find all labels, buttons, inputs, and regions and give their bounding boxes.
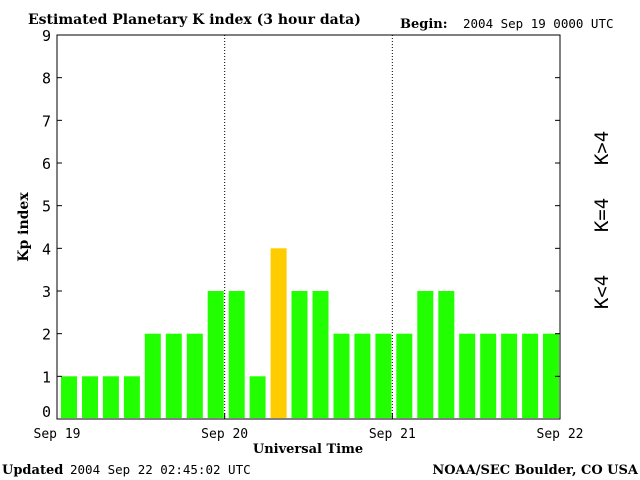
begin-value: 2004 Sep 19 0000 UTC <box>463 16 614 31</box>
y-tick-label: 3 <box>42 283 51 301</box>
y-tick-label: 6 <box>42 155 51 173</box>
updated-label: Updated <box>2 463 63 478</box>
kp-bar <box>459 333 476 418</box>
kp-bar <box>207 291 224 418</box>
begin-label: Begin: <box>400 17 448 32</box>
chart-title: Estimated Planetary K index (3 hour data… <box>28 12 361 28</box>
kp-bar <box>354 333 371 418</box>
kp-bar <box>102 376 119 418</box>
kp-bar <box>61 376 77 418</box>
y-tick-label: 1 <box>42 368 51 386</box>
legend-k-equal-4: K=4 <box>591 198 613 232</box>
x-tick-label: Sep 20 <box>201 427 248 442</box>
y-axis-ticks: 0 1 2 3 4 5 6 7 8 9 <box>42 27 560 421</box>
kp-bar <box>333 333 350 418</box>
kp-bar <box>228 291 245 418</box>
legend-k-greater-4: K>4 <box>591 131 613 165</box>
kp-bar <box>270 248 287 418</box>
kp-bar <box>501 333 518 418</box>
bars <box>61 248 559 418</box>
y-tick-label: 4 <box>42 240 51 258</box>
source-credit: NOAA/SEC Boulder, CO USA <box>432 463 639 478</box>
y-tick-label: 9 <box>42 27 51 45</box>
kp-bar <box>480 333 497 418</box>
kp-bar <box>123 376 140 418</box>
kp-bar <box>375 333 392 418</box>
kp-bar <box>417 291 434 418</box>
kp-bar <box>186 333 203 418</box>
x-axis-ticks: Sep 19 Sep 20 Sep 21 Sep 22 <box>34 413 584 442</box>
kp-bar <box>396 333 413 418</box>
plot-frame <box>56 34 561 420</box>
x-tick-label: Sep 22 <box>537 427 584 442</box>
kp-bar <box>291 291 308 418</box>
day-gridlines <box>224 35 393 419</box>
legend-k-less-4: K<4 <box>591 275 613 309</box>
y-tick-label: 0 <box>42 403 51 421</box>
y-tick-label: 7 <box>42 112 51 130</box>
y-tick-label: 8 <box>42 70 51 88</box>
x-tick-label: Sep 21 <box>369 427 416 442</box>
kp-bar <box>165 333 182 418</box>
kp-bar <box>82 376 98 418</box>
updated-value: 2004 Sep 22 02:45:02 UTC <box>70 462 251 477</box>
kp-bar <box>522 333 539 418</box>
kp-bar <box>249 376 266 418</box>
y-tick-label: 5 <box>42 198 51 216</box>
x-axis-label: Universal Time <box>253 442 363 457</box>
y-tick-label: 2 <box>42 326 51 344</box>
kp-bar <box>438 291 455 418</box>
kp-bar <box>312 291 329 418</box>
kp-bar <box>144 333 161 418</box>
x-tick-label: Sep 19 <box>34 427 81 442</box>
y-axis-label: Kp index <box>16 192 32 262</box>
kp-bar <box>543 333 559 418</box>
